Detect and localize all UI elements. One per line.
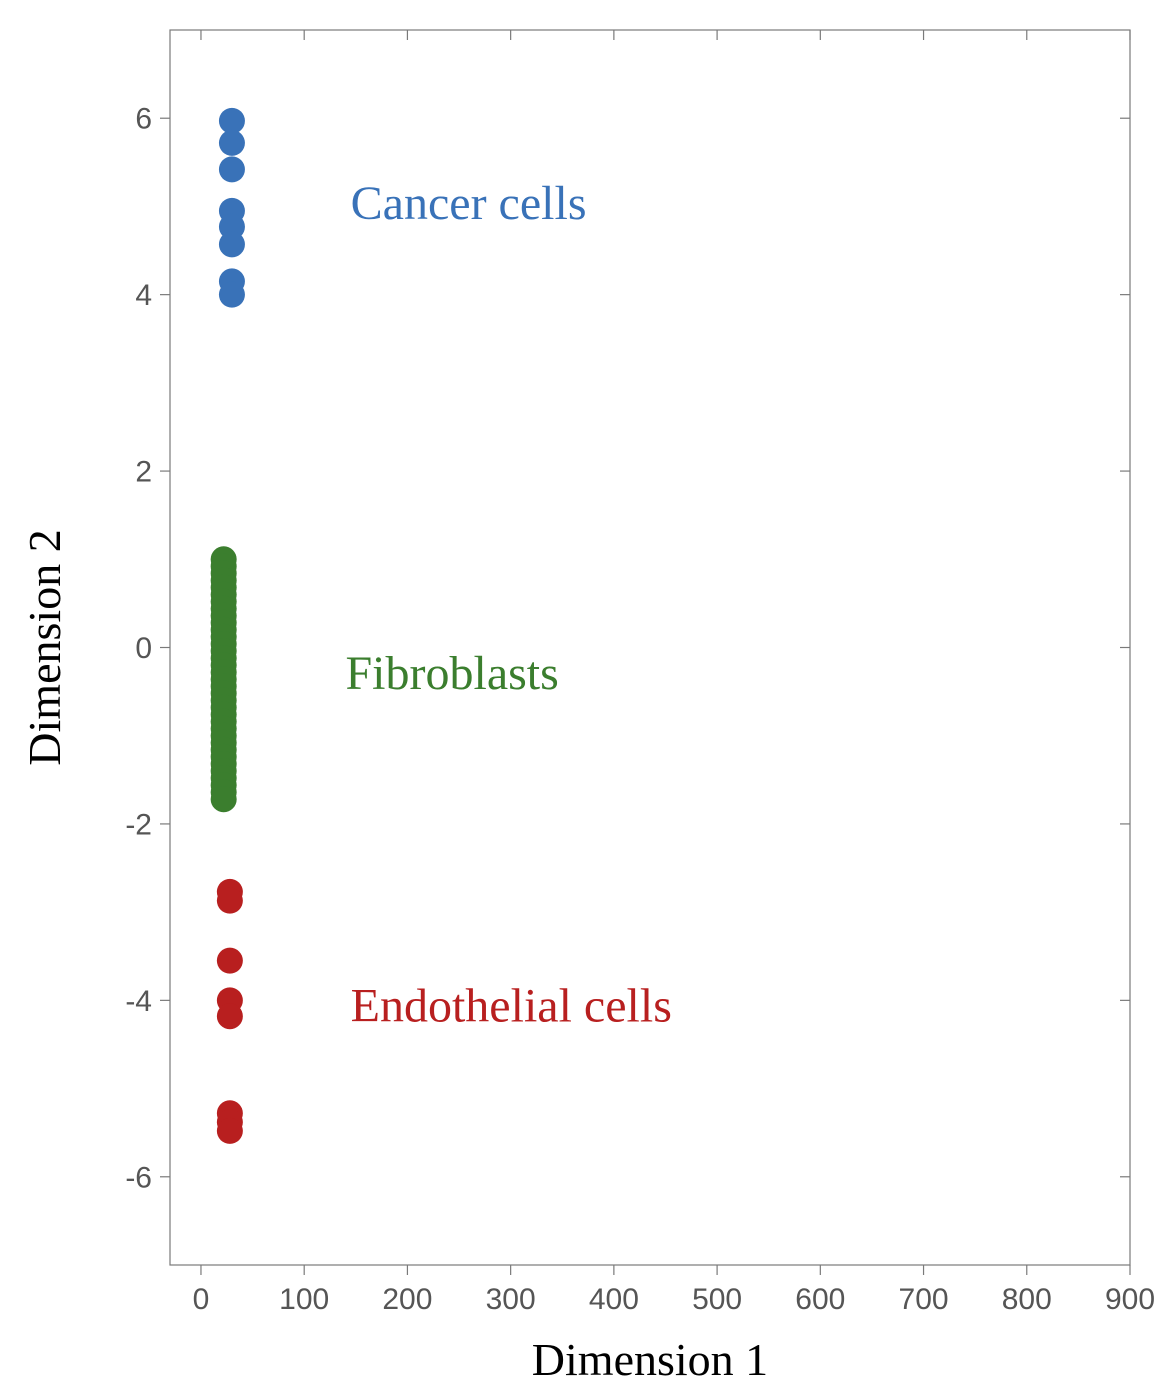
- data-point: [211, 786, 237, 812]
- data-point: [219, 231, 245, 257]
- x-tick-label: 700: [899, 1283, 949, 1316]
- x-tick-label: 100: [279, 1283, 329, 1316]
- data-point: [217, 1003, 243, 1029]
- series-label: Fibroblasts: [345, 647, 558, 700]
- y-tick-label: -2: [125, 808, 152, 841]
- x-tick-label: 200: [382, 1283, 432, 1316]
- y-tick-label: 0: [135, 632, 152, 665]
- data-point: [217, 888, 243, 914]
- data-point: [217, 948, 243, 974]
- x-tick-label: 800: [1002, 1283, 1052, 1316]
- x-tick-label: 0: [193, 1283, 210, 1316]
- data-point: [219, 156, 245, 182]
- series-label: Endothelial cells: [351, 980, 672, 1033]
- x-axis-label: Dimension 1: [532, 1334, 768, 1385]
- x-tick-label: 300: [486, 1283, 536, 1316]
- y-tick-label: 2: [135, 456, 152, 489]
- data-point: [219, 282, 245, 308]
- series-label: Cancer cells: [351, 177, 587, 230]
- data-point: [217, 1118, 243, 1144]
- chart-svg: 0 100 200 300 400 500 600 700 800 900 -6 -4 -2 0 2 4 6 Di…: [0, 0, 1175, 1400]
- x-tick-label: 600: [795, 1283, 845, 1316]
- y-tick-label: 4: [135, 279, 152, 312]
- y-tick-label: 6: [135, 103, 152, 136]
- x-tick-label: 400: [589, 1283, 639, 1316]
- y-tick-label: -6: [125, 1161, 152, 1194]
- x-tick-label: 500: [692, 1283, 742, 1316]
- data-point: [219, 130, 245, 156]
- scatter-chart: 0 100 200 300 400 500 600 700 800 900 -6 -4 -2 0 2 4 6 Di…: [0, 0, 1175, 1400]
- y-tick-label: -4: [125, 985, 152, 1018]
- x-tick-label: 900: [1105, 1283, 1155, 1316]
- y-axis-label: Dimension 2: [19, 529, 70, 765]
